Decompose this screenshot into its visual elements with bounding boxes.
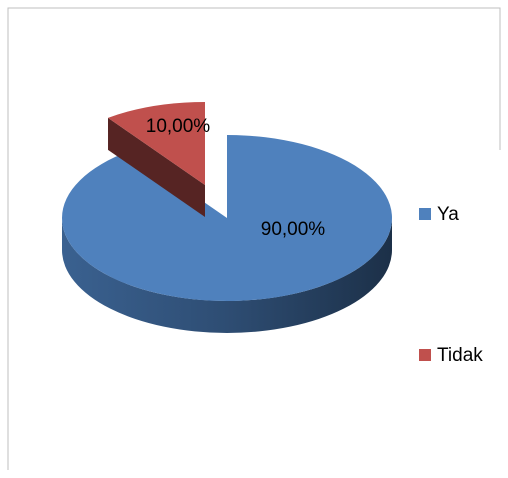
data-label: 10,00%: [146, 116, 211, 137]
slice-side: [62, 218, 392, 333]
slice: [62, 135, 393, 301]
legend-swatch: [419, 349, 431, 361]
legend-label: Ya: [437, 204, 459, 225]
slice: [108, 102, 205, 185]
data-label: 90,00%: [261, 219, 326, 240]
legend-label: Tidak: [437, 345, 483, 366]
slice-side: [108, 117, 205, 217]
legend-swatch: [419, 208, 431, 220]
chart-border: [7, 7, 501, 470]
